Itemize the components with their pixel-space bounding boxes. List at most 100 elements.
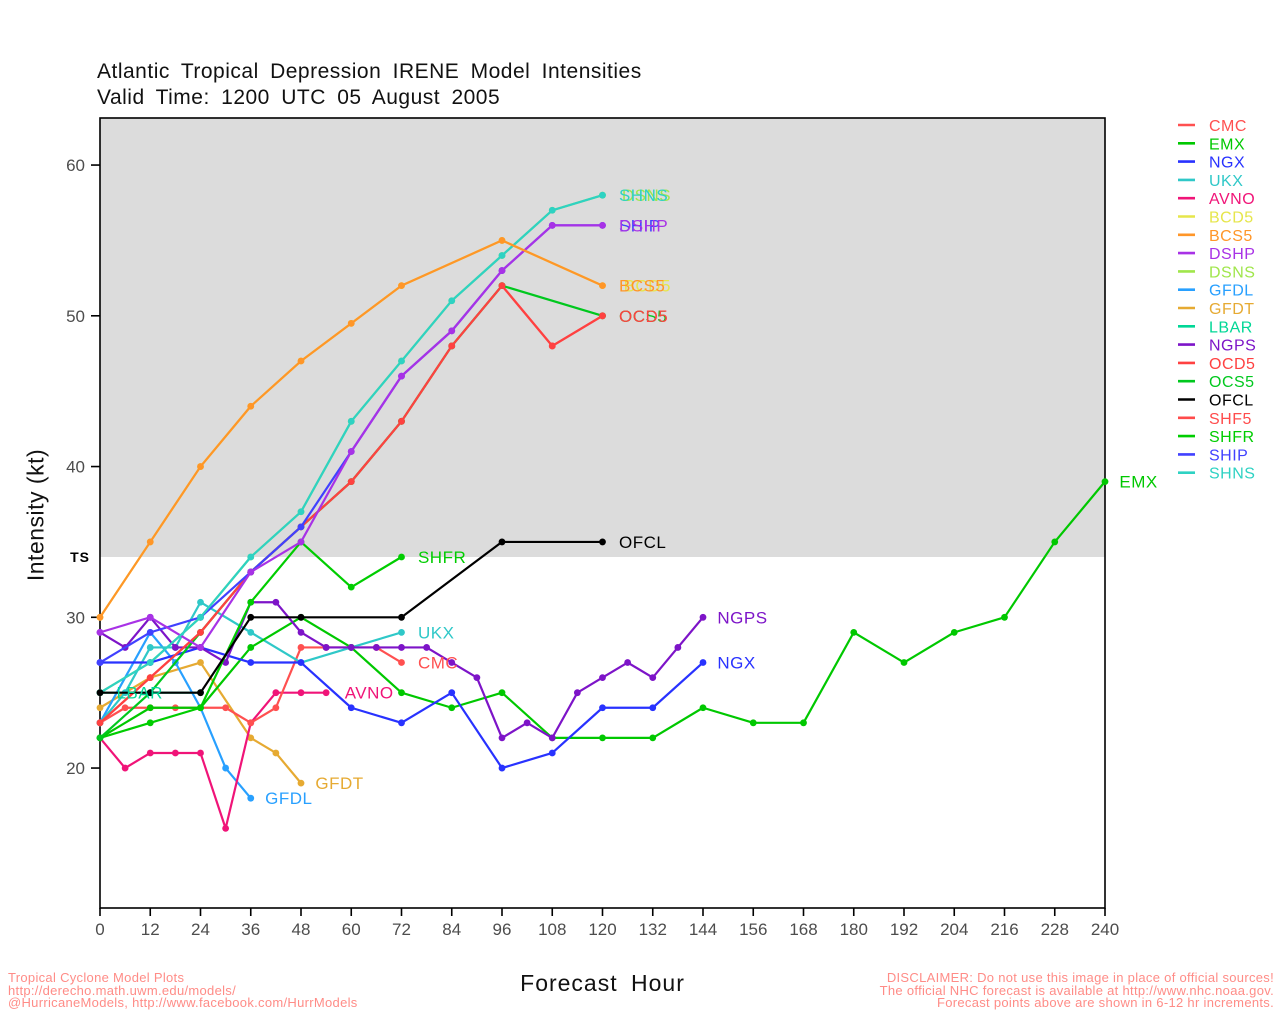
series-ngx-label: NGX xyxy=(717,654,755,673)
series-dshp-point xyxy=(498,267,506,274)
series-ocd5-point xyxy=(498,282,506,290)
series-ukx-point xyxy=(398,628,405,636)
series-shns-point xyxy=(498,252,506,259)
x-tick-label: 144 xyxy=(689,920,717,939)
page-title: Atlantic Tropical Depression IRENE Model… xyxy=(97,60,642,83)
series-ngps-point xyxy=(573,689,581,697)
legend-label-shf5: SHF5 xyxy=(1209,411,1252,428)
valid-time-subtitle: Valid Time: 1200 UTC 05 August 2005 xyxy=(97,86,501,109)
series-emx-point xyxy=(448,704,456,712)
series-emx-point xyxy=(599,734,606,742)
legend-label-ukx: UKX xyxy=(1209,173,1243,190)
y-tick-label: 40 xyxy=(66,458,85,477)
disclaimer-block: DISCLAIMER: Do not use this image in pla… xyxy=(880,970,1274,1011)
disclaimer-line-3: Forecast points above are shown in 6-12 … xyxy=(936,995,1274,1011)
series-ngps-point xyxy=(448,659,456,666)
series-ocs5-label: OCS5 xyxy=(619,307,667,326)
series-cmc-point xyxy=(247,719,255,727)
series-gfdt-point xyxy=(297,779,305,787)
series-ngps-point xyxy=(599,674,606,681)
series-ngx-point xyxy=(247,659,255,666)
series-ngx-point xyxy=(548,749,556,757)
series-bcs5-point xyxy=(297,357,305,365)
series-dshp-point xyxy=(197,644,204,651)
series-ocs5-point xyxy=(96,734,104,742)
series-avno-point xyxy=(146,749,154,757)
series-ofcl-point xyxy=(96,689,104,697)
series-shns-point xyxy=(297,508,305,516)
legend-label-ocs5: OCS5 xyxy=(1209,374,1255,391)
series-ngx-point xyxy=(347,704,355,712)
series-ofcl-point xyxy=(197,689,204,697)
series-cmc-label: CMC xyxy=(418,654,458,673)
legend-label-emx: EMX xyxy=(1209,136,1245,153)
ts-threshold-label: TS xyxy=(70,549,90,565)
series-shfr-point xyxy=(398,553,405,561)
series-avno-point xyxy=(297,689,305,697)
series-ngps-label: NGPS xyxy=(717,608,767,627)
series-avno-label: AVNO xyxy=(345,684,394,703)
series-emx-point xyxy=(498,689,506,697)
series-ngx-point xyxy=(498,764,506,772)
legend-label-shfr: SHFR xyxy=(1209,429,1255,446)
series-ofcl-point xyxy=(247,613,255,621)
series-ngps-point xyxy=(297,628,305,636)
x-tick-label: 72 xyxy=(392,920,411,939)
series-ngx-point xyxy=(699,659,707,666)
series-ngx-point xyxy=(649,704,657,712)
series-ocd5-point xyxy=(146,674,154,681)
series-emx-point xyxy=(398,689,405,697)
series-gfdl-point xyxy=(247,794,255,802)
legend-label-cmc: CMC xyxy=(1209,118,1247,135)
series-dshp-label: DSHP xyxy=(619,216,668,235)
series-cmc-point xyxy=(121,704,129,712)
x-tick-label: 36 xyxy=(241,920,260,939)
series-ngps-point xyxy=(523,719,531,727)
series-ocd5-point xyxy=(599,312,606,320)
series-ukx-point xyxy=(197,598,204,606)
x-tick-label: 192 xyxy=(890,920,918,939)
series-ocd5-point xyxy=(347,478,355,486)
series-emx-point xyxy=(699,704,707,712)
x-tick-label: 156 xyxy=(739,920,767,939)
series-bcs5-point xyxy=(146,538,154,546)
credits-line-2: http://derecho.math.uwm.edu/models/ xyxy=(8,982,237,998)
series-ngps-point xyxy=(624,659,632,666)
series-emx-point xyxy=(950,628,958,636)
series-emx-label: EMX xyxy=(1119,473,1157,492)
series-ocd5-label: OCD5 xyxy=(619,307,668,326)
series-cmc-point xyxy=(398,659,405,666)
x-tick-label: 0 xyxy=(95,920,104,939)
series-shfr-point xyxy=(197,704,204,712)
series-ngps-point xyxy=(498,734,506,742)
series-ocd5 xyxy=(96,282,606,727)
series-cmc-point xyxy=(297,644,305,651)
x-tick-label: 168 xyxy=(789,920,817,939)
series-ocd5-point xyxy=(96,719,104,727)
series-bcs5-point xyxy=(197,463,204,470)
series-ngps-point xyxy=(674,644,682,651)
series-ship-point xyxy=(297,523,305,531)
legend-label-avno: AVNO xyxy=(1209,191,1255,208)
series-avno-point xyxy=(272,689,280,697)
series-ship-point xyxy=(96,659,104,666)
series-shfr-point xyxy=(146,719,154,727)
legend-label-ngx: NGX xyxy=(1209,155,1245,172)
legend-label-gfdl: GFDL xyxy=(1209,283,1254,300)
series-shns-point xyxy=(146,659,154,666)
x-tick-label: 96 xyxy=(493,920,512,939)
legend-label-gfdt: GFDT xyxy=(1209,301,1255,318)
series-dshp-point xyxy=(448,327,456,335)
x-tick-label: 132 xyxy=(639,920,667,939)
disclaimer-line-1: DISCLAIMER: Do not use this image in pla… xyxy=(886,970,1274,985)
series-bcs5-point xyxy=(247,402,255,410)
series-ofcl-point xyxy=(146,689,154,697)
legend-label-shns: SHNS xyxy=(1209,466,1255,483)
axis-ticks: 0 12 24 36 48 60 72 84 96 108 120 132 144 156 168 180 19… xyxy=(66,156,1119,939)
series-ukx-point xyxy=(146,644,154,651)
series-avno-point xyxy=(222,824,230,832)
series-bcs5-point xyxy=(498,237,506,244)
ts-shaded-region xyxy=(100,118,1105,557)
